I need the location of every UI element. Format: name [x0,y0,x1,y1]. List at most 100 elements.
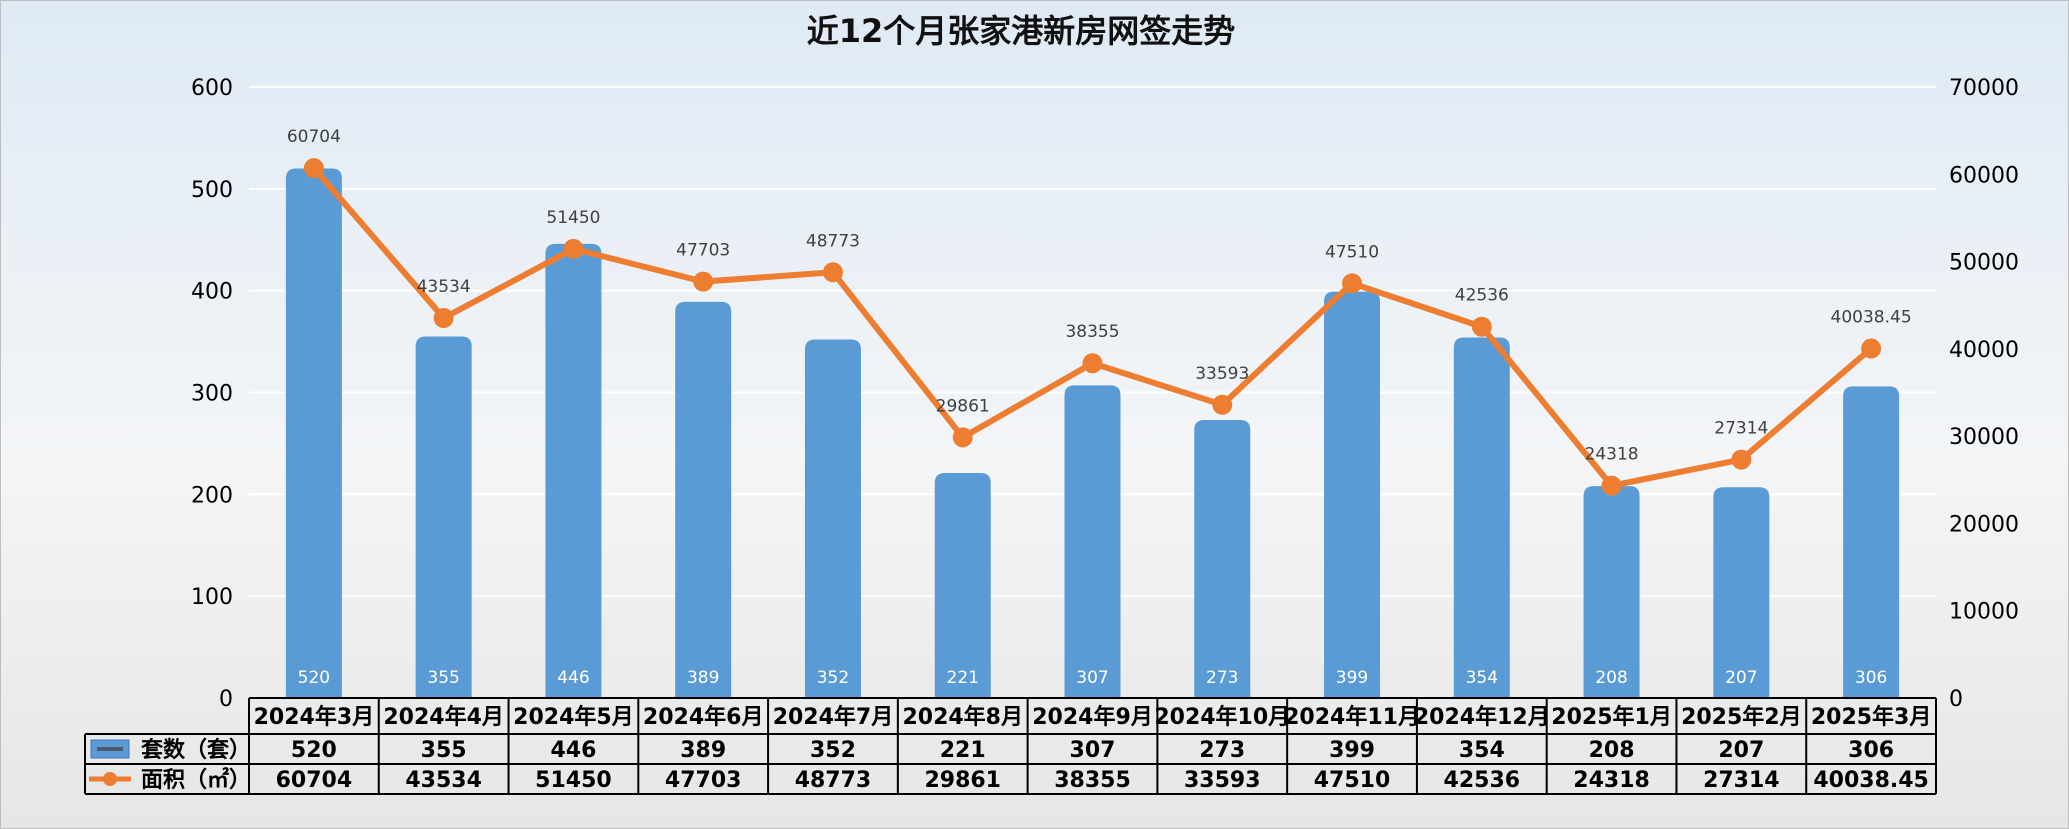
line-data-label: 24318 [1585,445,1639,465]
table-cell-count: 446 [550,738,596,763]
bar-data-label: 389 [687,668,719,688]
line-data-label: 29861 [936,396,990,416]
line-data-label: 48773 [806,231,860,251]
table-cell-area: 60704 [276,768,353,793]
left-tick-label: 300 [191,382,233,407]
bar-data-label: 446 [557,668,589,688]
category-label: 2024年6月 [643,704,764,730]
bar [1713,487,1770,698]
legend-label-count: 套数（套） [141,737,251,763]
table-cell-count: 354 [1459,738,1505,763]
bar [934,472,991,698]
table-cell-area: 47510 [1314,768,1391,793]
bar-data-label: 207 [1725,668,1757,688]
right-tick-label: 30000 [1949,425,2019,450]
category-label: 2024年12月 [1414,704,1550,730]
table-cell-count: 352 [810,738,856,763]
line-point [952,427,973,448]
line-data-label: 33593 [1195,364,1249,384]
line-point [303,158,324,179]
line-point [563,238,584,259]
bar [545,243,602,698]
category-label: 2024年3月 [254,704,375,730]
chart-title: 近12个月张家港新房网签走势 [807,12,1236,50]
line-data-label: 51450 [546,208,600,228]
line-point [1601,475,1622,496]
right-tick-label: 0 [1949,687,1963,712]
line-data-label: 60704 [287,127,341,147]
bar [804,339,861,698]
bar [415,336,472,698]
bar [285,168,342,698]
bar-data-label: 306 [1855,668,1887,688]
table-cell-area: 33593 [1184,768,1261,793]
line-series: 60704 43534 51450 47703 48773 29861 38355 33593… [287,127,1912,496]
bar-series: 520 355 446 389 352 221 307 273 399 354 208 207 306 [285,168,1900,698]
table-cell-area: 29861 [924,768,1001,793]
left-tick-label: 0 [219,687,233,712]
line-data-label: 27314 [1714,419,1768,439]
table-cell-area: 27314 [1703,768,1780,793]
line-data-label: 38355 [1065,322,1119,342]
category-label: 2024年9月 [1032,704,1153,730]
bar-data-label: 354 [1466,668,1498,688]
left-tick-label: 600 [191,76,233,101]
table-cell-count: 355 [421,738,467,763]
line-point [1212,394,1233,415]
bar-data-label: 399 [1336,668,1368,688]
line-data-label: 40038.45 [1831,308,1912,328]
bar [1324,291,1381,698]
table-cell-count: 307 [1070,738,1116,763]
legend-key-point [103,772,117,786]
table-cell-count: 273 [1199,738,1245,763]
bar-data-label: 355 [427,668,459,688]
bar [1064,385,1121,698]
left-tick-label: 100 [191,585,233,610]
bar [1194,419,1251,698]
line-data-label: 42536 [1455,286,1509,306]
table-cell-count: 207 [1718,738,1764,763]
line-data-label: 47510 [1325,242,1379,262]
table-cell-area: 43534 [405,768,482,793]
bar-data-label: 273 [1206,668,1238,688]
table-cell-area: 51450 [535,768,612,793]
bar [1453,337,1510,698]
left-axis: 0 100 200 300 400 500 600 [191,76,233,712]
bar-data-label: 307 [1076,668,1108,688]
table-cell-count: 221 [940,738,986,763]
table-cell-count: 208 [1589,738,1635,763]
table-cell-area: 38355 [1054,768,1131,793]
right-tick-label: 60000 [1949,163,2019,188]
table-cell-count: 389 [680,738,726,763]
bar [675,301,732,698]
bar [1843,386,1900,698]
bar-data-label: 208 [1595,668,1627,688]
line-point [822,262,843,283]
right-tick-label: 70000 [1949,76,2019,101]
category-label: 2024年5月 [513,704,634,730]
line-data-label: 43534 [417,277,471,297]
table-cell-area: 24318 [1573,768,1650,793]
legend-label-area: 面积（㎡） [141,767,251,793]
line-data-label: 47703 [676,241,730,261]
category-label: 2025年3月 [1811,704,1932,730]
left-tick-label: 200 [191,483,233,508]
line-point [1082,353,1103,374]
line-point [1342,273,1363,294]
category-label: 2024年8月 [902,704,1023,730]
category-label: 2024年7月 [773,704,894,730]
left-tick-label: 400 [191,280,233,305]
table-cell-area: 47703 [665,768,742,793]
category-label: 2025年1月 [1551,704,1672,730]
category-label: 2025年2月 [1681,704,1802,730]
table-cell-count: 399 [1329,738,1375,763]
right-axis: 0 10000 20000 30000 40000 50000 60000 70000 [1949,76,2019,712]
data-table: 2024年3月 2024年4月 2024年5月 2024年6月 2024年7月 2024年… [84,697,1937,795]
category-label: 2024年4月 [383,704,504,730]
table-cell-area: 42536 [1444,768,1521,793]
table-cell-count: 520 [291,738,337,763]
bar [1583,486,1640,698]
line-point [1861,338,1882,359]
